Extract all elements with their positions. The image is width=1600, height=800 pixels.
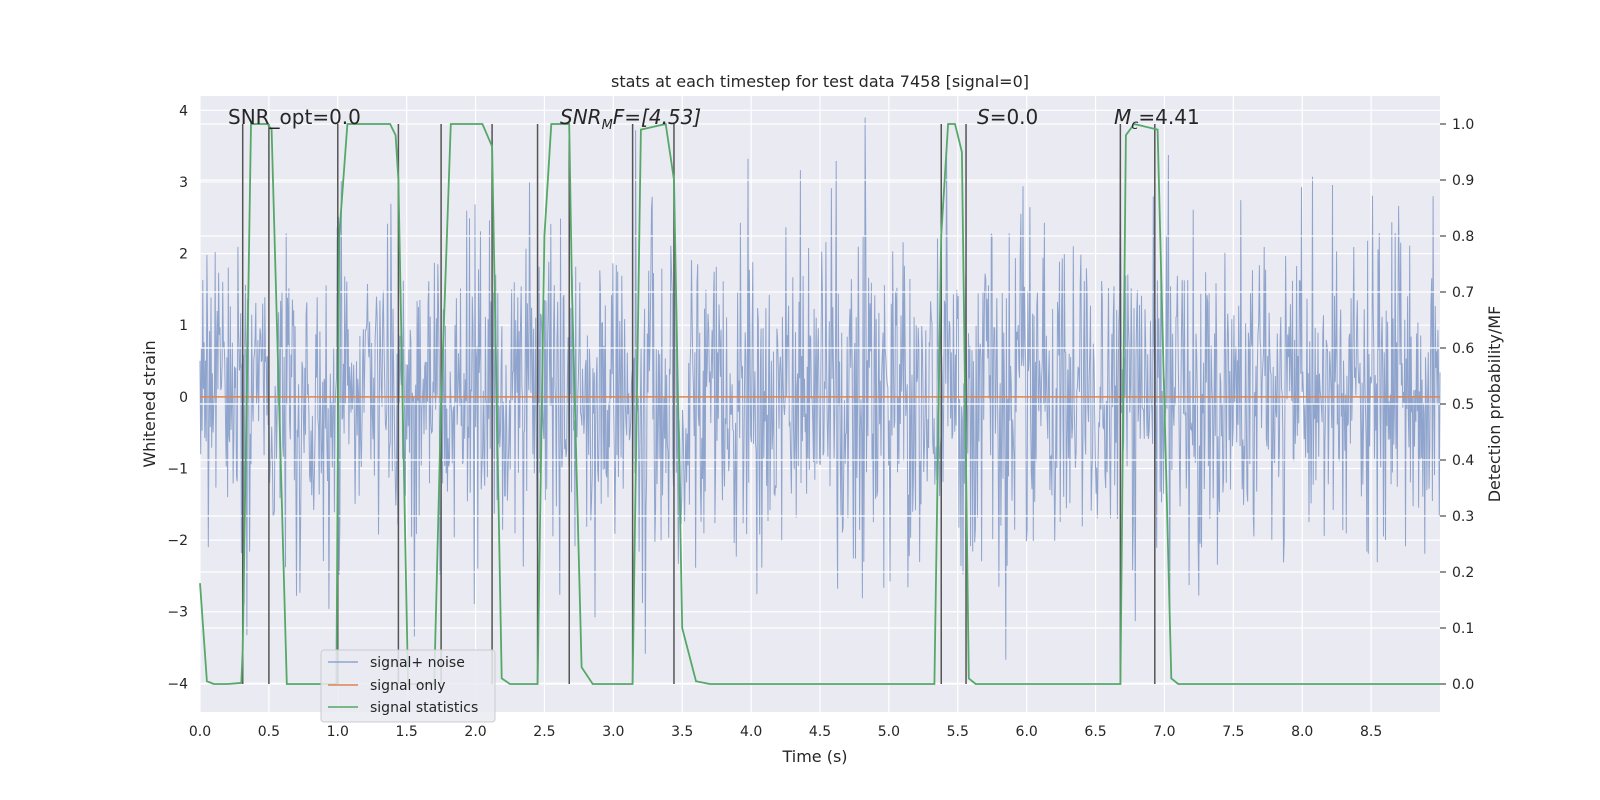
y-tick-label: 4: [179, 103, 188, 119]
y2-tick-label: 1.0: [1452, 117, 1474, 133]
y-tick-label: −1: [167, 461, 188, 477]
x-axis-label: Time (s): [781, 747, 847, 766]
y-tick-label: 2: [179, 247, 188, 263]
y2-tick-labels: 1.0 0.9 0.8 0.7 0.6 0.5 0.4 0.3 0.2 0.1 0.0: [1440, 117, 1474, 693]
y-tick-label: 3: [179, 175, 188, 191]
x-tick-label: 1.5: [396, 724, 418, 740]
annotation-snr-opt: SNR_opt=0.0: [228, 105, 361, 129]
y2-tick-label: 0.7: [1452, 285, 1474, 301]
legend-label-signal: signal only: [370, 678, 445, 694]
annotation-mc: Mc=4.41: [1114, 105, 1200, 133]
annotation-snr-mf: SNRMF=[4.53]: [560, 105, 701, 133]
x-tick-label: 0.5: [258, 724, 280, 740]
legend: signal+ noise signal only signal statist…: [320, 649, 496, 723]
x-tick-label: 7.0: [1153, 724, 1175, 740]
signal-statistics-series: [199, 122, 1440, 685]
legend-label-stat: signal statistics: [370, 700, 478, 716]
y-tick-label: −3: [167, 605, 188, 621]
y-tick-label: −2: [167, 533, 188, 549]
legend-box: [320, 649, 496, 723]
y2-tick-label: 0.8: [1452, 229, 1474, 245]
x-tick-label: 8.0: [1291, 724, 1313, 740]
signal-noise-series: [199, 117, 1441, 660]
x-tick-label: 3.0: [602, 724, 624, 740]
x-tick-label: 4.5: [809, 724, 831, 740]
y2-tick-label: 0.3: [1452, 509, 1474, 525]
annotation-s: S=0.0: [977, 105, 1038, 129]
y2-tick-label: 0.2: [1452, 565, 1474, 581]
legend-label-noise: signal+ noise: [370, 655, 465, 671]
x-tick-label: 1.0: [327, 724, 349, 740]
x-tick-label: 8.5: [1360, 724, 1382, 740]
y2-tick-label: 0.0: [1452, 677, 1474, 693]
y-tick-label: −4: [167, 676, 188, 692]
x-tick-label: 4.0: [740, 724, 762, 740]
x-tick-label: 3.5: [671, 724, 693, 740]
y2-axis-label: Detection probability/MF: [1485, 306, 1504, 503]
y-axis-label: Whitened strain: [140, 340, 159, 467]
x-tick-label: 0.0: [189, 724, 211, 740]
y2-tick-label: 0.5: [1452, 397, 1474, 413]
signal-statistics-line: [199, 122, 1440, 685]
y2-tick-label: 0.6: [1452, 341, 1474, 357]
x-tick-labels: 0.0 0.5 1.0 1.5 2.0 2.5 3.0 3.5 4.0 4.5 5.0 5.5 6.0 6…: [189, 724, 1382, 740]
y-tick-label: 0: [179, 390, 188, 406]
y2-tick-label: 0.9: [1452, 173, 1474, 189]
y-tick-labels: 4 3 2 1 0 −1 −2 −3 −4: [167, 103, 188, 692]
noise-line: [199, 117, 1441, 660]
x-tick-label: 7.5: [1222, 724, 1244, 740]
x-tick-label: 6.0: [1016, 724, 1038, 740]
x-tick-label: 2.0: [464, 724, 486, 740]
y-tick-label: 1: [179, 318, 188, 334]
y2-tick-label: 0.4: [1452, 453, 1474, 469]
x-tick-label: 5.0: [878, 724, 900, 740]
x-tick-label: 5.5: [947, 724, 969, 740]
chart-title: stats at each timestep for test data 745…: [611, 72, 1029, 91]
x-tick-label: 6.5: [1084, 724, 1106, 740]
y2-tick-label: 0.1: [1452, 621, 1474, 637]
x-tick-label: 2.5: [533, 724, 555, 740]
